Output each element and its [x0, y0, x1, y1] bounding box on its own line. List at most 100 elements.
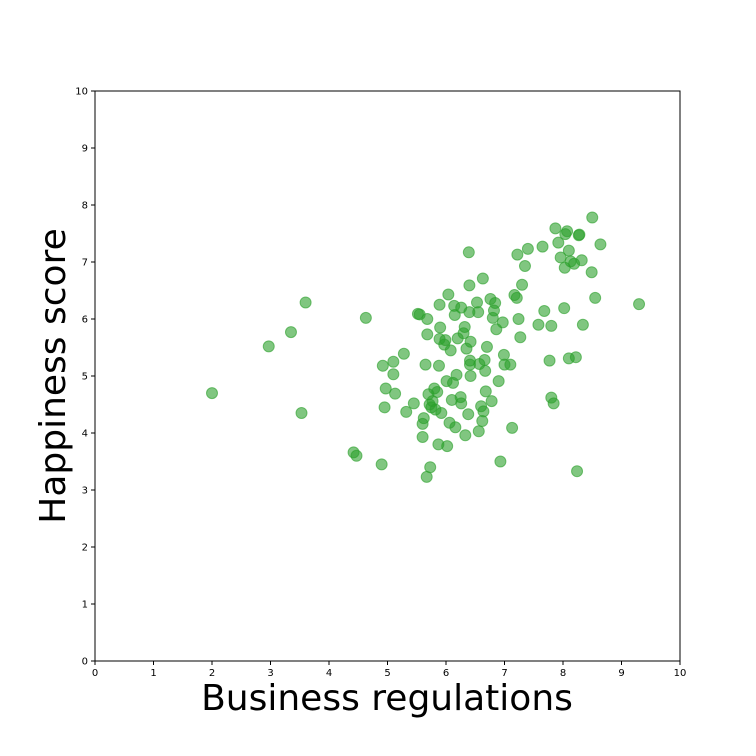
data-point — [464, 370, 477, 382]
data-point — [589, 291, 602, 304]
data-point — [295, 407, 308, 420]
data-point — [439, 334, 452, 347]
data-point — [573, 228, 586, 241]
data-point — [206, 387, 218, 400]
data-point — [594, 238, 607, 251]
data-point — [512, 313, 525, 325]
data-point — [547, 397, 560, 410]
data-point — [585, 266, 598, 279]
x-tick-label: 10 — [674, 668, 687, 679]
data-point — [379, 382, 392, 395]
data-point — [376, 359, 389, 372]
data-point — [359, 311, 372, 324]
data-point — [419, 358, 432, 371]
y-tick-label: 2 — [82, 543, 88, 554]
y-tick-label: 1 — [82, 600, 88, 611]
data-point — [434, 321, 447, 334]
data-point — [435, 407, 448, 420]
data-point — [552, 236, 565, 249]
data-point — [562, 244, 575, 257]
data-point — [536, 240, 549, 253]
x-axis-ticks: 0 1 2 3 4 5 6 7 8 9 10 — [92, 661, 687, 679]
x-tick-label: 5 — [384, 668, 390, 679]
data-point — [462, 408, 475, 421]
data-point — [521, 242, 534, 255]
y-tick-label: 10 — [75, 87, 88, 98]
x-tick-label: 9 — [618, 668, 624, 679]
data-point — [472, 425, 485, 438]
data-point — [458, 320, 471, 333]
data-point — [496, 316, 509, 329]
data-point — [262, 340, 275, 353]
data-point — [485, 395, 498, 408]
data-points — [206, 211, 646, 483]
data-point — [549, 222, 562, 235]
data-point — [432, 359, 445, 372]
data-point — [375, 458, 388, 471]
data-point — [421, 313, 434, 325]
x-tick-label: 6 — [443, 668, 449, 679]
y-axis-title: Happiness score — [33, 228, 74, 524]
data-point — [444, 344, 457, 357]
data-point — [494, 455, 507, 468]
y-tick-label: 8 — [82, 201, 88, 212]
data-point — [400, 405, 413, 418]
data-point — [561, 225, 574, 238]
data-point — [510, 291, 523, 304]
x-tick-label: 7 — [501, 668, 507, 679]
data-point — [387, 355, 400, 368]
data-point — [571, 465, 584, 478]
data-point — [569, 351, 582, 364]
x-tick-label: 2 — [209, 668, 215, 679]
data-point — [506, 421, 519, 434]
data-point — [417, 412, 430, 425]
x-tick-label: 0 — [92, 668, 98, 679]
y-tick-label: 3 — [82, 486, 88, 497]
data-point — [463, 279, 476, 292]
data-point — [299, 296, 312, 309]
y-tick-label: 9 — [82, 144, 88, 155]
data-point — [492, 375, 505, 388]
plot-area — [94, 90, 681, 662]
y-tick-label: 7 — [82, 258, 88, 269]
x-tick-label: 8 — [560, 668, 566, 679]
data-point — [431, 385, 444, 398]
data-point — [479, 385, 492, 398]
x-tick-label: 1 — [150, 668, 156, 679]
data-point — [489, 297, 502, 310]
x-tick-label: 3 — [267, 668, 273, 679]
data-point — [633, 298, 646, 311]
data-point — [538, 305, 551, 318]
data-point — [518, 259, 531, 272]
data-point — [378, 401, 391, 414]
data-point — [511, 248, 524, 261]
data-point — [389, 387, 402, 400]
data-point — [459, 429, 472, 442]
data-point — [545, 319, 558, 332]
data-point — [504, 358, 517, 371]
data-point — [464, 335, 477, 348]
data-point — [284, 326, 297, 339]
data-point — [442, 288, 455, 301]
data-point — [441, 440, 454, 453]
x-axis-title: Business regulations — [201, 678, 573, 719]
data-point — [416, 430, 429, 443]
data-point — [479, 364, 492, 377]
data-point — [514, 331, 527, 344]
data-point — [455, 397, 468, 410]
data-point — [558, 302, 571, 315]
data-point — [575, 254, 588, 267]
y-axis-ticks: 0 1 2 3 4 5 6 7 8 9 10 — [75, 87, 95, 668]
y-tick-label: 6 — [82, 315, 88, 326]
data-point — [478, 354, 491, 367]
y-tick-label: 0 — [82, 657, 88, 668]
data-point — [532, 318, 545, 331]
data-point — [516, 278, 529, 291]
data-point — [387, 368, 400, 381]
data-point — [576, 318, 589, 331]
data-point — [586, 211, 599, 224]
data-point — [472, 306, 485, 319]
x-tick-label: 4 — [326, 668, 332, 679]
data-point — [543, 354, 556, 367]
